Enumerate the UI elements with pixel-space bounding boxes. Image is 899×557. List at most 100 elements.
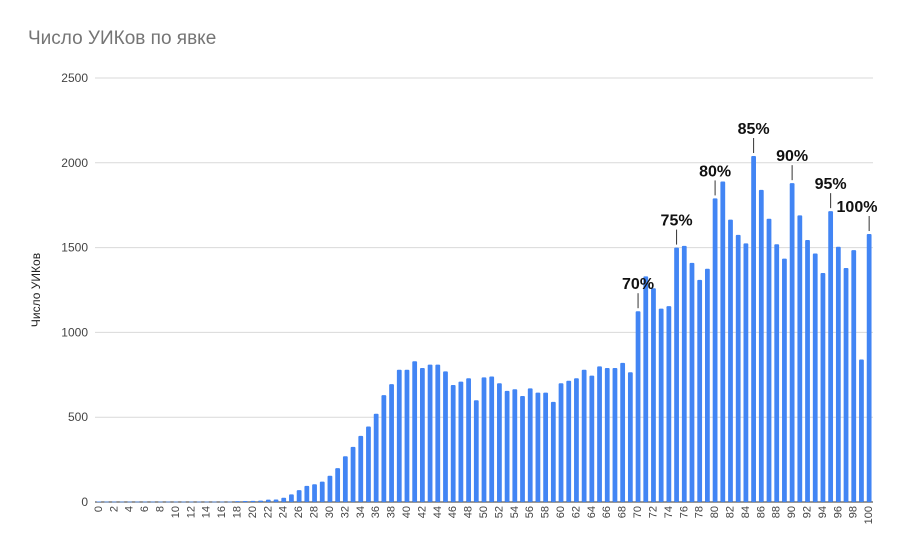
bar bbox=[350, 446, 356, 502]
bar bbox=[666, 306, 672, 502]
bar bbox=[828, 211, 834, 503]
y-tick-label: 1000 bbox=[61, 325, 88, 339]
bar bbox=[366, 426, 371, 502]
bar bbox=[212, 501, 217, 503]
bar bbox=[412, 361, 418, 502]
bar bbox=[242, 500, 248, 502]
bar bbox=[289, 494, 294, 502]
y-axis-label: Число УИКов bbox=[29, 253, 43, 327]
x-tick-label: 52 bbox=[493, 506, 505, 518]
bar bbox=[327, 475, 333, 502]
bar bbox=[489, 376, 495, 502]
bar bbox=[812, 253, 818, 502]
bar bbox=[450, 384, 456, 502]
bar bbox=[674, 247, 679, 502]
x-tick-label: 54 bbox=[509, 506, 521, 518]
x-tick-label: 2 bbox=[108, 506, 120, 512]
x-tick-label: 22 bbox=[262, 506, 274, 518]
bar bbox=[142, 501, 148, 503]
bar bbox=[697, 279, 703, 502]
bar bbox=[342, 456, 348, 502]
bar bbox=[520, 396, 525, 502]
bar bbox=[851, 250, 857, 502]
annotation-label: 85% bbox=[738, 121, 770, 138]
bar bbox=[774, 244, 780, 502]
annotation-label: 80% bbox=[699, 163, 731, 180]
bar bbox=[782, 258, 787, 502]
y-tick-label: 1500 bbox=[61, 241, 88, 255]
bar bbox=[743, 243, 749, 503]
x-tick-label: 84 bbox=[740, 506, 752, 518]
x-tick-label: 42 bbox=[416, 506, 428, 518]
bar bbox=[566, 380, 572, 502]
y-tick-label: 500 bbox=[68, 410, 88, 424]
bar bbox=[119, 501, 125, 503]
x-tick-label: 10 bbox=[170, 506, 182, 518]
bar bbox=[273, 499, 279, 502]
bar bbox=[219, 501, 225, 503]
bar bbox=[435, 364, 441, 502]
bar bbox=[281, 497, 287, 502]
bar bbox=[235, 501, 240, 502]
bar bbox=[173, 501, 179, 503]
y-tick-label: 0 bbox=[81, 495, 88, 509]
bar bbox=[589, 375, 595, 502]
bar bbox=[204, 501, 210, 503]
bar bbox=[835, 246, 841, 502]
bar bbox=[581, 369, 587, 502]
x-tick-label: 96 bbox=[832, 506, 844, 518]
bar bbox=[766, 218, 772, 502]
x-tick-label: 6 bbox=[139, 506, 151, 512]
bar bbox=[481, 377, 487, 502]
bar bbox=[404, 369, 410, 502]
bar bbox=[512, 389, 518, 502]
bar bbox=[558, 383, 564, 502]
bar bbox=[335, 468, 341, 502]
x-tick-label: 34 bbox=[355, 506, 367, 518]
x-tick-label: 38 bbox=[386, 506, 398, 518]
x-tick-label: 60 bbox=[555, 506, 567, 518]
annotation-label: 75% bbox=[661, 213, 693, 230]
x-tick-label: 82 bbox=[724, 506, 736, 518]
x-tick-label: 64 bbox=[586, 506, 598, 518]
bar bbox=[127, 501, 133, 503]
bar bbox=[250, 500, 256, 502]
x-tick-label: 8 bbox=[154, 506, 166, 512]
bar bbox=[704, 268, 710, 502]
bar bbox=[859, 359, 864, 502]
chart-title: Число УИКов по явке bbox=[28, 28, 217, 49]
x-tick-label: 56 bbox=[524, 506, 536, 518]
bar bbox=[866, 234, 872, 503]
x-tick-label: 20 bbox=[247, 506, 259, 518]
x-tick-label: 86 bbox=[755, 506, 767, 518]
x-tick-label: 92 bbox=[802, 506, 814, 518]
bar bbox=[635, 311, 641, 502]
bar bbox=[751, 156, 756, 503]
bar bbox=[574, 378, 579, 502]
bar bbox=[627, 372, 633, 502]
bar bbox=[358, 435, 364, 502]
bar bbox=[227, 501, 233, 503]
x-tick-label: 18 bbox=[232, 506, 244, 518]
bar bbox=[296, 490, 302, 502]
bar bbox=[728, 219, 733, 502]
x-tick-label: 58 bbox=[540, 506, 552, 518]
bar bbox=[373, 413, 379, 502]
x-tick-label: 36 bbox=[370, 506, 382, 518]
bar bbox=[758, 189, 764, 502]
bar bbox=[612, 368, 618, 502]
bar bbox=[196, 501, 202, 503]
bar bbox=[458, 381, 464, 502]
x-tick-label: 30 bbox=[324, 506, 336, 518]
bar bbox=[319, 481, 325, 502]
bar bbox=[111, 501, 117, 503]
bar bbox=[258, 500, 264, 502]
bar bbox=[181, 501, 186, 503]
annotation-label: 100% bbox=[837, 199, 878, 216]
x-tick-label: 62 bbox=[570, 506, 582, 518]
bar bbox=[712, 198, 718, 502]
x-tick-label: 4 bbox=[124, 506, 136, 512]
bar bbox=[543, 392, 549, 502]
bar bbox=[497, 383, 502, 502]
x-tick-label: 50 bbox=[478, 506, 490, 518]
